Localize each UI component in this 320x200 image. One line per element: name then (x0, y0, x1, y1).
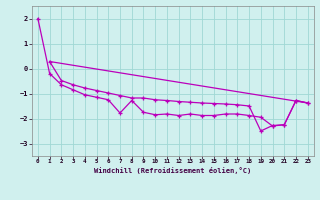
X-axis label: Windchill (Refroidissement éolien,°C): Windchill (Refroidissement éolien,°C) (94, 167, 252, 174)
